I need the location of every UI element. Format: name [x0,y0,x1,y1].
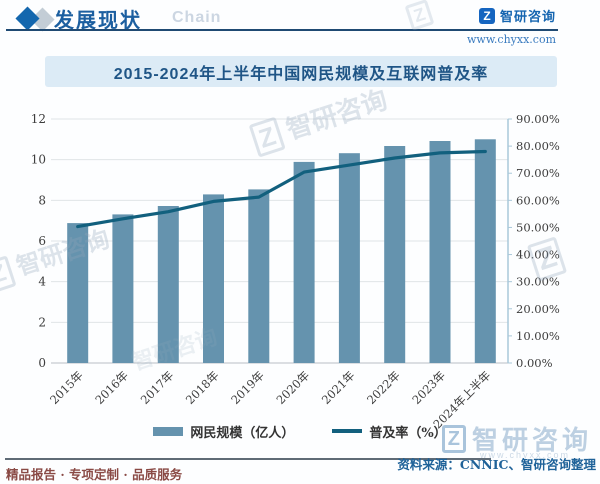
svg-text:2019年: 2019年 [228,368,267,407]
svg-text:10: 10 [31,153,46,167]
svg-text:2020年: 2020年 [273,368,312,407]
legend-line-swatch [332,429,363,433]
svg-text:6: 6 [38,234,46,248]
watermark-glyph-icon: Z [404,0,435,31]
legend-line-label: 普及率（%） [369,425,447,441]
brand-url: www.chyxx.com [466,33,556,46]
diamond-icon [15,6,40,31]
svg-text:10.00%: 10.00% [516,329,560,343]
watermark-header: Z [404,0,435,31]
legend-item-line: 普及率（%） [332,422,447,441]
svg-text:4: 4 [38,275,46,289]
chart-legend: 网民规模（亿人） 普及率（%） [0,421,600,441]
data-source: 资料来源：CNNIC、智研咨询整理 [397,457,596,472]
svg-text:0: 0 [38,356,46,370]
svg-text:12: 12 [31,112,46,126]
chain-watermark: Chain [172,9,222,26]
svg-text:2: 2 [38,315,46,329]
svg-text:70.00%: 70.00% [516,166,560,180]
svg-text:2017年: 2017年 [138,368,177,407]
section-title: 发展现状 [54,10,142,32]
svg-text:20.00%: 20.00% [516,302,560,316]
brand-name: 智研咨询 [499,9,556,24]
svg-text:30.00%: 30.00% [516,275,560,289]
svg-text:0.00%: 0.00% [516,356,553,370]
svg-text:8: 8 [38,193,46,207]
svg-text:2022年: 2022年 [364,368,403,407]
legend-item-bar: 网民规模（亿人） [153,422,294,441]
chart-title: 2015-2024年上半年中国网民规模及互联网普及率 [113,65,489,83]
svg-text:50.00%: 50.00% [516,220,560,234]
svg-text:2023年: 2023年 [409,368,448,407]
footer-slogan: 精品报告 · 专项定制 · 品质服务 [6,467,183,482]
legend-bar-label: 网民规模（亿人） [190,425,295,441]
legend-bar-swatch [153,426,184,436]
brand-logo-icon: Z [478,7,495,24]
svg-text:60.00%: 60.00% [516,193,560,207]
svg-text:2021年: 2021年 [319,368,358,407]
header-divider [6,29,558,31]
chart-title-bar: 2015-2024年上半年中国网民规模及互联网普及率 [45,56,557,87]
chart-canvas: 0 2 4 6 8 10 12 0.00% 10.00% 20.00% 30.00% 40.00% 50… [31,112,560,431]
svg-text:2018年: 2018年 [183,368,222,407]
svg-text:80.00%: 80.00% [516,139,560,153]
brand-block: Z 智研咨询 [478,6,556,25]
footer-divider [5,458,491,460]
svg-text:40.00%: 40.00% [516,248,560,262]
svg-text:2015年: 2015年 [47,368,86,407]
svg-text:2016年: 2016年 [92,368,131,407]
svg-text:90.00%: 90.00% [516,112,560,126]
